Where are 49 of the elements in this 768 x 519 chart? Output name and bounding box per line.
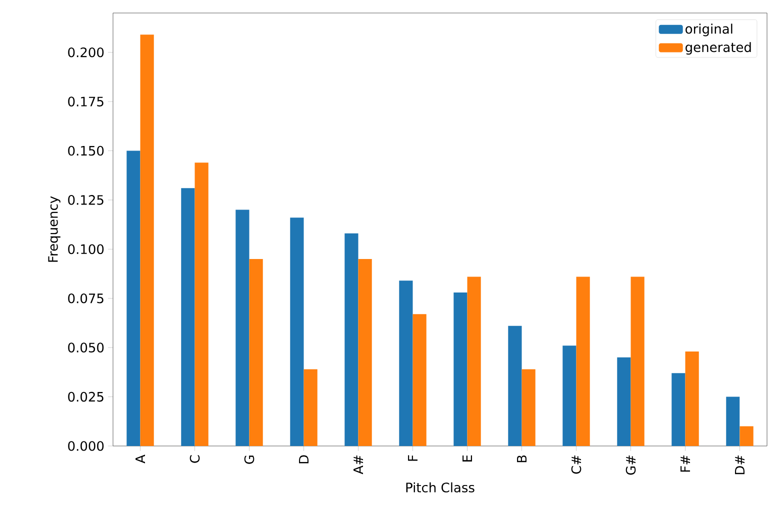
y-tick-label: 0.025 (68, 392, 104, 402)
y-tick-label: 0.050 (68, 342, 104, 352)
bar (467, 276, 481, 446)
bar (726, 396, 740, 446)
bar (672, 373, 686, 446)
bar (454, 292, 468, 446)
x-tick-label: G (244, 456, 254, 464)
y-tick-label: 0.075 (68, 293, 104, 304)
bar (412, 314, 426, 446)
x-tick-label: F# (680, 456, 690, 472)
bar (630, 276, 644, 446)
y-tick-label: 0.100 (68, 244, 104, 254)
x-tick-label: G# (626, 456, 636, 475)
bar (236, 210, 250, 446)
x-tick-label: A (136, 454, 145, 464)
legend-label: original (686, 24, 732, 36)
bar (522, 369, 536, 446)
x-axis-title: Pitch Class (406, 482, 474, 492)
bar (617, 357, 631, 446)
x-tick-label: C# (571, 456, 582, 474)
bar (508, 326, 522, 446)
bar (194, 162, 208, 446)
y-tick-label: 0.150 (68, 146, 104, 156)
x-tick-label: D (299, 455, 308, 464)
y-axis-title: Frequency (48, 196, 60, 262)
bar (576, 276, 590, 446)
x-tick-label: B (517, 455, 526, 462)
bar (358, 259, 372, 446)
legend-label: generated (686, 42, 751, 55)
bar (290, 218, 304, 446)
bar (126, 150, 140, 446)
x-tick-label: A# (354, 456, 363, 474)
bar (740, 426, 754, 446)
x-tick-label: E (462, 455, 472, 462)
bar (304, 369, 318, 446)
bar (181, 188, 195, 446)
x-tick-label: D# (735, 456, 744, 474)
y-tick-label: 0.200 (68, 47, 104, 58)
y-tick-label: 0.175 (68, 96, 104, 106)
bar (344, 233, 358, 446)
x-tick-label: C (190, 455, 200, 463)
bar (562, 346, 576, 446)
bar (249, 259, 263, 446)
bar (399, 280, 413, 446)
bar (685, 352, 699, 446)
y-tick-label: 0.125 (68, 195, 104, 205)
x-tick-label: F (408, 455, 418, 461)
y-tick-label: 0.000 (68, 441, 104, 451)
bar (140, 34, 154, 446)
